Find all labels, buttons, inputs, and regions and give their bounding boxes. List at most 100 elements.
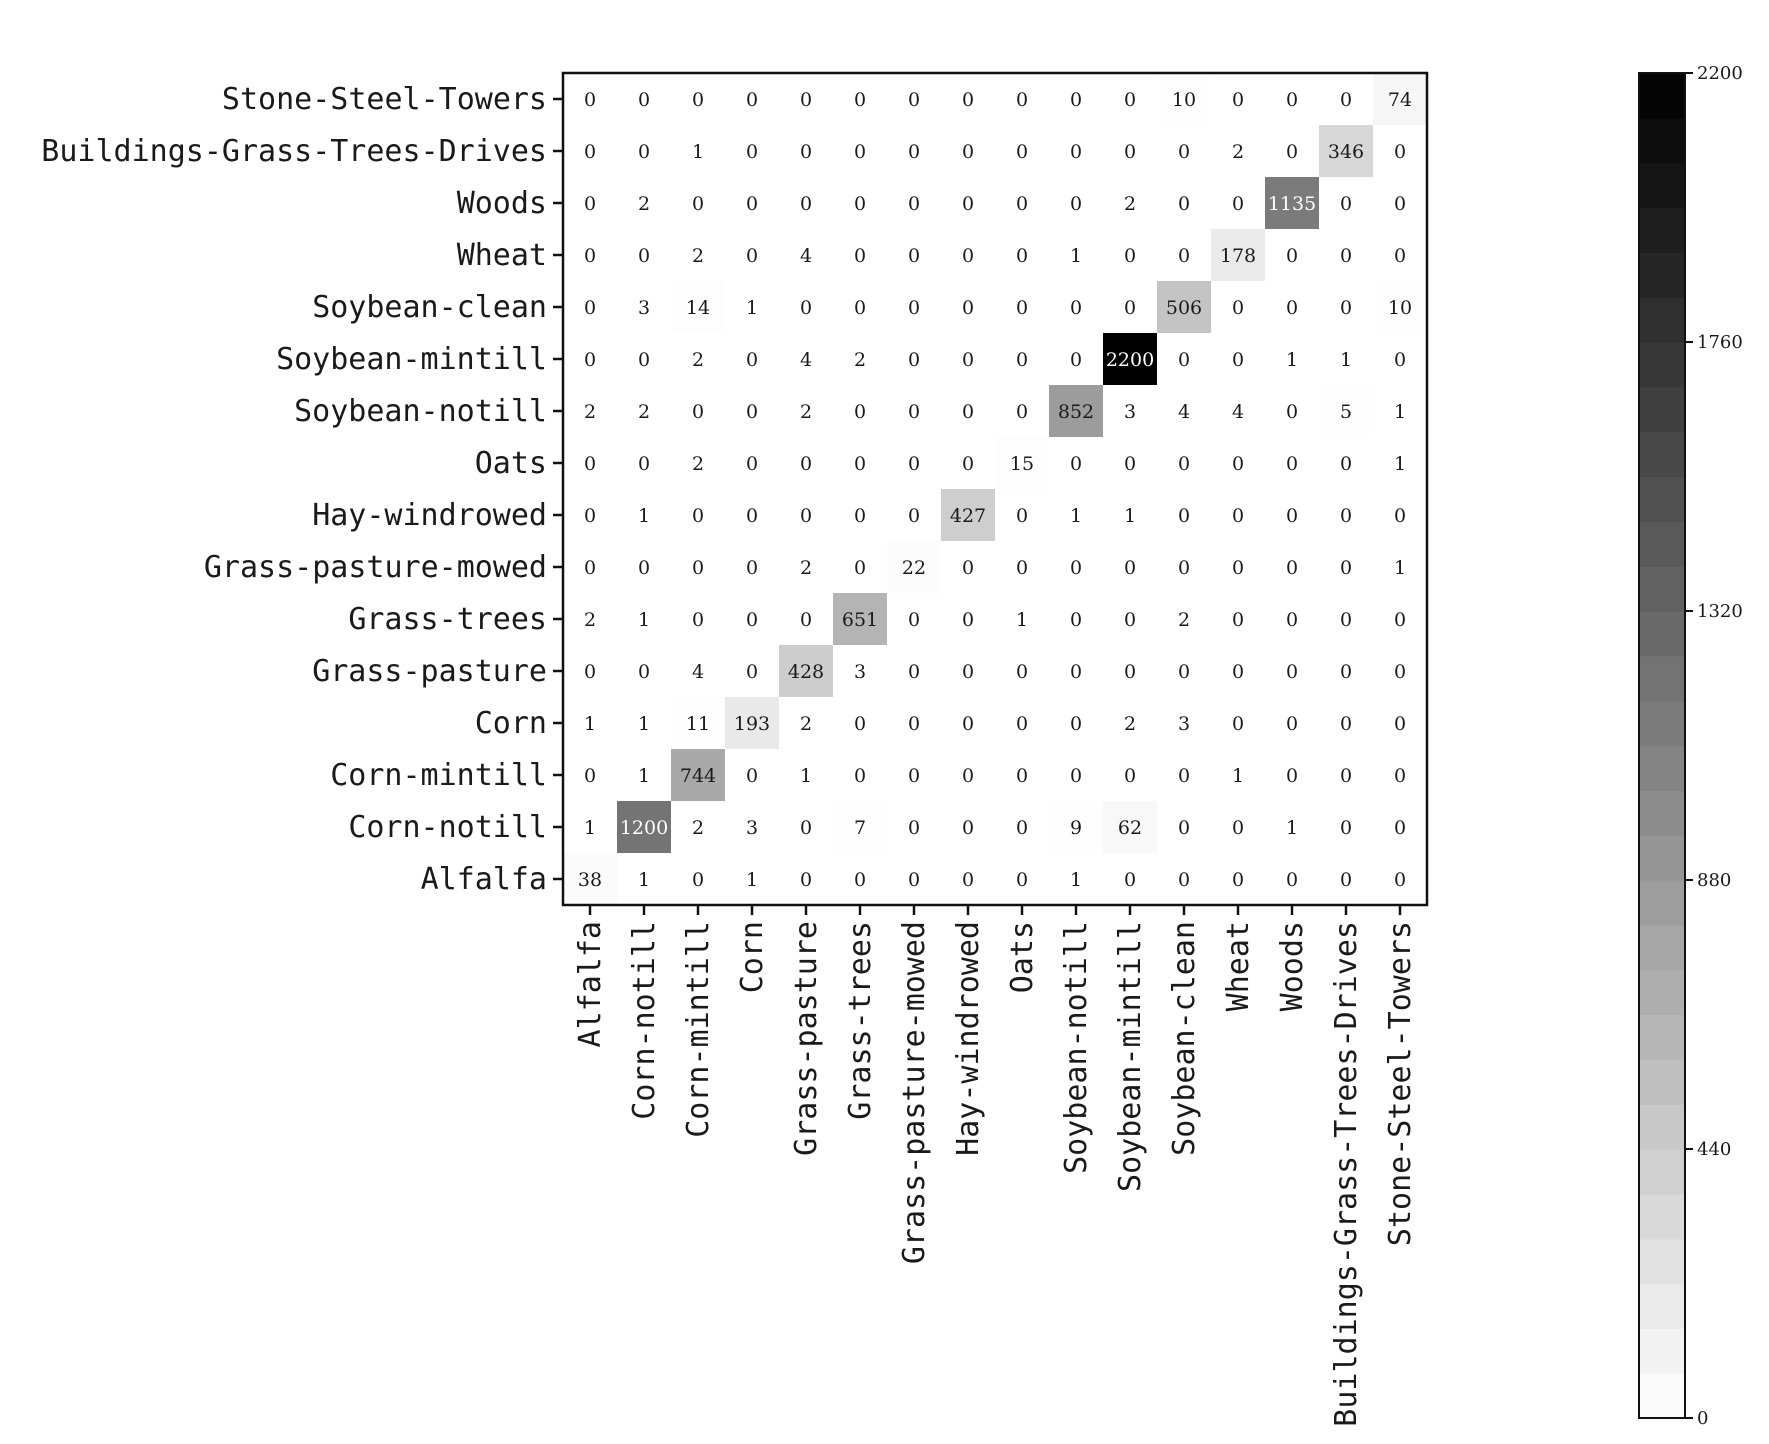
x-tick-label: Wheat [1221, 921, 1256, 1011]
heatmap-cell [887, 541, 941, 593]
colorbar-band [1639, 476, 1685, 522]
cell-value-label: 3 [746, 817, 758, 839]
heatmap-cell [833, 73, 887, 125]
cell-value-label: 0 [1232, 869, 1244, 891]
heatmap-cell [833, 593, 887, 645]
cell-value-label: 0 [962, 713, 974, 735]
x-tick-label: Stone-Steel-Towers [1383, 921, 1418, 1246]
heatmap-cell [779, 281, 833, 333]
cell-value-label: 0 [1016, 505, 1028, 527]
cell-value-label: 2 [692, 817, 704, 839]
cell-value-label: 0 [746, 193, 758, 215]
x-tick-label: Corn [735, 921, 770, 993]
heatmap-cell [563, 801, 617, 853]
heatmap-cell [563, 125, 617, 177]
cell-value-label: 3 [638, 297, 650, 319]
heatmap-cell [779, 385, 833, 437]
heatmap-cell [941, 645, 995, 697]
heatmap-cell [995, 489, 1049, 541]
colorbar-band [1639, 566, 1685, 612]
heatmap-cell [1157, 385, 1211, 437]
heatmap-cell [671, 801, 725, 853]
y-tick-label: Corn [475, 706, 547, 741]
heatmap-cell [941, 385, 995, 437]
heatmap-cell [1373, 437, 1427, 489]
heatmap-cell [1319, 385, 1373, 437]
heatmap-cell [995, 333, 1049, 385]
colorbar-band [1639, 655, 1685, 702]
cell-value-label: 15 [1010, 453, 1034, 475]
cell-value-label: 0 [1340, 89, 1352, 111]
cell-value-label: 0 [854, 89, 866, 111]
heatmap-cell [671, 125, 725, 177]
heatmap-cell [995, 801, 1049, 853]
heatmap-cell [1157, 229, 1211, 281]
cell-value-label: 0 [800, 297, 812, 319]
cell-value-label: 0 [800, 453, 812, 475]
heatmap-cell [1049, 593, 1103, 645]
cell-value-label: 1 [746, 869, 758, 891]
heatmap-cell [1157, 593, 1211, 645]
cell-value-label: 62 [1118, 817, 1142, 839]
y-tick-label: Corn-mintill [330, 758, 547, 793]
heatmap-cell [1103, 801, 1157, 853]
heatmap-cell [833, 229, 887, 281]
cell-value-label: 0 [1394, 765, 1406, 787]
cell-value-label: 0 [962, 401, 974, 423]
cell-value-label: 0 [1016, 245, 1028, 267]
y-tick-label: Buildings-Grass-Trees-Drives [41, 134, 547, 169]
heatmap-cell [779, 333, 833, 385]
heatmap-cell [1157, 437, 1211, 489]
x-tick-label: Soybean-notill [1059, 921, 1094, 1174]
heatmap-cell [1265, 385, 1319, 437]
heatmap-cell [1211, 229, 1265, 281]
heatmap-cell [1103, 281, 1157, 333]
cell-value-label: 0 [1178, 141, 1190, 163]
cell-value-label: 0 [1340, 193, 1352, 215]
cell-value-label: 22 [902, 557, 926, 579]
heatmap-cell [1319, 281, 1373, 333]
colorbar-band [1639, 1283, 1685, 1329]
cell-value-label: 1 [638, 505, 650, 527]
cell-value-label: 2 [692, 349, 704, 371]
heatmap-cell [1103, 177, 1157, 229]
heatmap-cell [1373, 281, 1427, 333]
heatmap-cell [1319, 645, 1373, 697]
cell-value-label: 2 [584, 401, 596, 423]
heatmap-cell [833, 281, 887, 333]
heatmap-cell [1103, 385, 1157, 437]
colorbar-band [1639, 1328, 1685, 1374]
y-tick-label: Alfalfa [421, 862, 547, 897]
x-tick-label: Buildings-Grass-Trees-Drives [1329, 921, 1364, 1427]
cell-value-label: 0 [1178, 869, 1190, 891]
cell-value-label: 0 [962, 869, 974, 891]
colorbar-band [1639, 342, 1685, 388]
colorbar-band [1639, 1149, 1685, 1195]
y-axis: Alfalfa Corn-notill Corn-mintill Corn Grass-… [41, 82, 563, 897]
heatmap-cell [671, 73, 725, 125]
heatmap-cell [833, 749, 887, 801]
cell-value-label: 0 [1394, 817, 1406, 839]
cell-value-label: 3 [1178, 713, 1190, 735]
heatmap-cell [563, 489, 617, 541]
heatmap-cell [725, 801, 779, 853]
heatmap-cell [941, 749, 995, 801]
cell-value-label: 0 [584, 453, 596, 475]
heatmap-cell [1373, 489, 1427, 541]
heatmap-cell [1049, 853, 1103, 905]
cell-value-label: 0 [1232, 453, 1244, 475]
colorbar-band [1639, 207, 1685, 253]
cell-value-label: 0 [908, 297, 920, 319]
cell-value-label: 0 [800, 817, 812, 839]
cell-value-label: 0 [1070, 713, 1082, 735]
heatmap-cell [563, 281, 617, 333]
colorbar-tick-label: 0 [1697, 1408, 1708, 1429]
heatmap-cell [1157, 73, 1211, 125]
cell-value-label: 3 [854, 661, 866, 683]
x-tick-label: Oats [1005, 921, 1040, 993]
heatmap-cell [1157, 281, 1211, 333]
y-tick-label: Grass-trees [348, 602, 547, 637]
heatmap-cell [779, 177, 833, 229]
cell-value-label: 0 [962, 765, 974, 787]
cell-value-label: 1 [638, 713, 650, 735]
